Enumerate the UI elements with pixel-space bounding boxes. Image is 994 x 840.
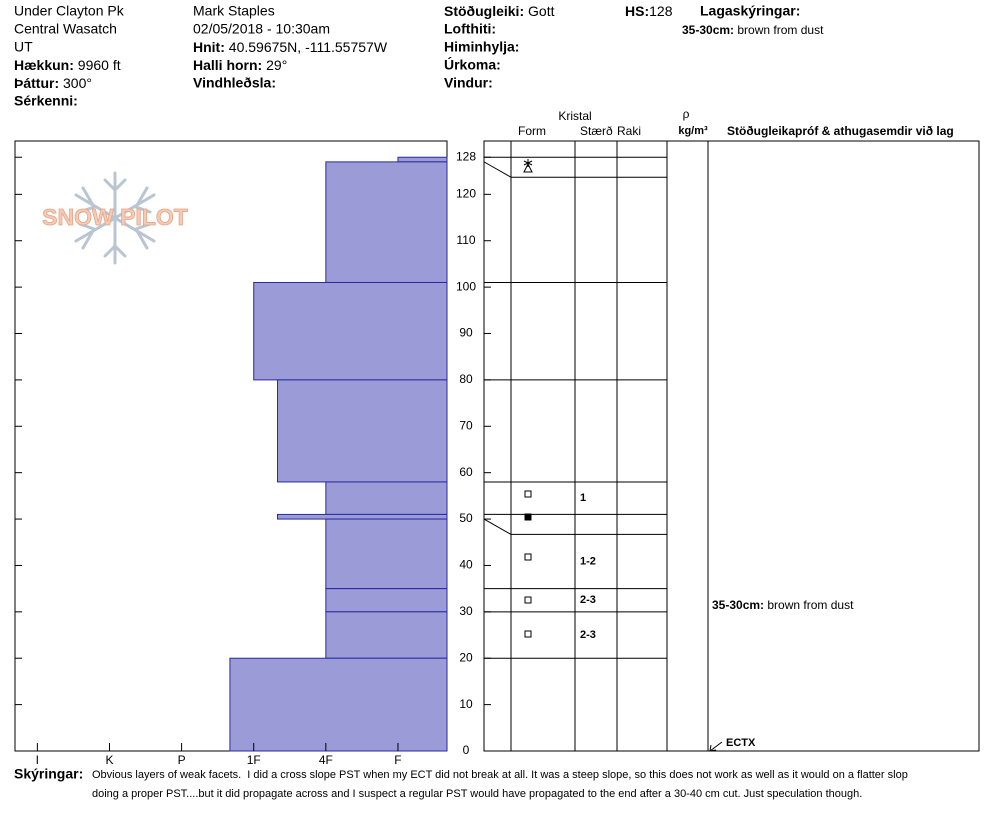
field-label: Hnit: (193, 39, 225, 55)
column-header: kg/m³ (678, 125, 708, 137)
layer-note-text: brown from dust (737, 23, 824, 37)
y-tick-label: 128 (456, 149, 476, 163)
field-value: 300° (63, 75, 92, 91)
field-label: Þáttur: (14, 75, 59, 91)
field-label: Lofthiti: (444, 21, 496, 37)
grain-size: 2-3 (580, 594, 596, 606)
field-value: 29° (266, 57, 287, 73)
notes-line: doing a proper PST....but it did propaga… (92, 788, 862, 800)
y-tick-label: 50 (459, 511, 473, 525)
field: Þáttur: 300° (14, 75, 92, 91)
x-tick-label: 4F (319, 753, 333, 767)
test-arrow-head (709, 744, 717, 752)
observer: Mark Staples (193, 3, 275, 19)
hardness-bar (325, 161, 448, 283)
y-tick-label: 120 (456, 187, 476, 201)
layer-connector (483, 161, 512, 178)
y-tick-label: 30 (459, 604, 473, 618)
field-label: HS: (625, 3, 649, 19)
field-label: Halli horn: (193, 57, 262, 73)
hardness-bar (277, 379, 448, 483)
field-label: Vindhleðsla: (193, 75, 276, 91)
y-tick-label: 10 (459, 697, 473, 711)
y-tick-label: 100 (456, 279, 476, 293)
field: Hnit: 40.59675N, -111.55757W (193, 39, 388, 55)
grain-size: 2-3 (580, 629, 596, 641)
field-value: 40.59675N, -111.55757W (229, 39, 388, 55)
field: HS:128 (625, 3, 673, 19)
y-tick-label: 90 (459, 326, 473, 340)
field-label: Hækkun: (14, 57, 74, 73)
hardness-bar (277, 513, 448, 520)
y-tick-label: 40 (459, 558, 473, 572)
hardness-bar (397, 156, 448, 163)
y-tick-label: 0 (463, 743, 470, 757)
field-label: Stöðugleiki: (444, 3, 524, 19)
column-header: Form (518, 124, 546, 138)
table-frame (483, 140, 980, 752)
hardness-bar (325, 481, 448, 515)
layer-notes-title: Lagaskýringar: (700, 3, 800, 19)
field-value: 9960 ft (78, 57, 121, 73)
y-tick-label: 110 (456, 233, 475, 247)
layer-comment-label: 35-30cm: (712, 598, 764, 612)
layer-connector (483, 518, 512, 535)
hardness-bar (253, 281, 448, 381)
field-label: Vindur: (444, 75, 493, 91)
x-tick-label: K (105, 753, 113, 767)
site: UT (14, 39, 33, 55)
field: Stöðugleiki: Gott (444, 3, 555, 19)
field-value: 128 (649, 3, 673, 19)
x-tick-label: P (178, 753, 186, 767)
y-tick-label: 20 (459, 650, 473, 664)
layer-comment: 35-30cm: brown from dust (712, 598, 854, 612)
field: Hækkun: 9960 ft (14, 57, 121, 73)
hardness-bar (325, 588, 448, 613)
x-tick-label: F (394, 753, 401, 767)
column-header: ρ (683, 107, 690, 121)
grain-size: 1-2 (580, 555, 596, 567)
datetime: 02/05/2018 - 10:30am (193, 21, 330, 37)
field: Halli horn: 29° (193, 57, 287, 73)
field-label: Himinhylja: (444, 39, 519, 55)
logo-text: SNOW PILOT (42, 204, 188, 230)
grain-form-symbols (523, 159, 533, 638)
y-tick-label: 60 (459, 465, 473, 479)
site: Under Clayton Pk (14, 3, 125, 19)
hardness-bar (229, 657, 448, 752)
field-label: Sérkenni: (14, 93, 78, 109)
layer-note: 35-30cm: brown from dust (682, 23, 824, 37)
hardness-bar (325, 518, 448, 590)
x-tick-label: I (36, 753, 39, 767)
grain-size: 1 (580, 492, 586, 504)
notes-label: Skýringar: (14, 766, 83, 782)
layer-note-label: 35-30cm: (682, 23, 734, 37)
column-header: Kristal (558, 109, 591, 123)
site: Central Wasatch (14, 21, 117, 37)
layer-comment-text: brown from dust (767, 598, 854, 612)
x-tick-label: 1F (247, 753, 261, 767)
hardness-bar (325, 611, 448, 659)
column-header: Raki (617, 124, 641, 138)
test-result: ECTX (726, 737, 756, 749)
test-arrow (709, 741, 723, 752)
y-tick-label: 80 (459, 372, 473, 386)
logo (74, 171, 156, 265)
field-label: Úrkoma: (444, 56, 501, 73)
column-header: Stærð (580, 124, 613, 138)
y-tick-label: 70 (459, 418, 473, 432)
field-value: Gott (528, 3, 555, 19)
column-header: Stöðugleikapróf & athugasemdir við lag (727, 124, 954, 138)
notes-line: Obvious layers of weak facets. I did a c… (92, 769, 908, 781)
